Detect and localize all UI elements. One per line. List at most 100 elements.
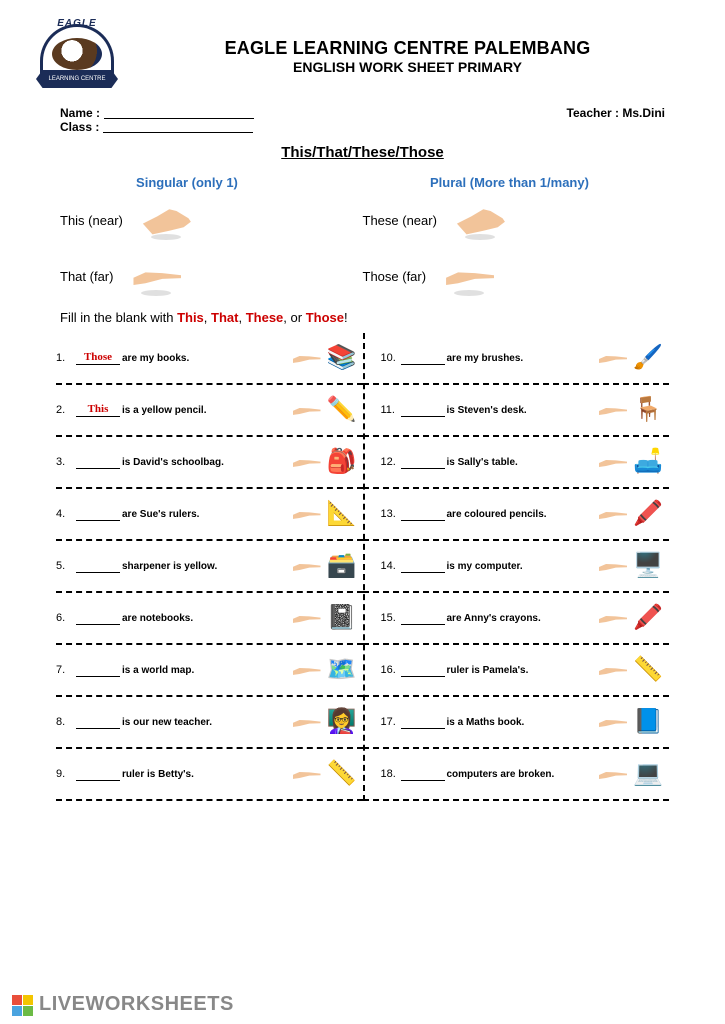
item-number: 10. — [381, 352, 399, 364]
item-number: 14. — [381, 560, 399, 572]
school-logo: EAGLE LEARNING CENTRE — [40, 20, 114, 94]
answer-blank[interactable] — [76, 560, 120, 573]
item-number: 15. — [381, 612, 399, 624]
item-text: computers are broken. — [447, 769, 596, 780]
exercise-grid: 1.Those are my books. 📚 2.This is a yellow… — [40, 333, 685, 801]
item-text: ruler is Betty's. — [122, 769, 289, 780]
exercise-item: 7. is a world map.🗺️ — [56, 645, 363, 697]
item-number: 17. — [381, 716, 399, 728]
kw-that: That — [211, 310, 238, 325]
item-text: is Sally's table. — [447, 457, 596, 468]
hand-point-icon — [133, 258, 181, 294]
item-text: are coloured pencils. — [447, 509, 596, 520]
item-number: 2. — [56, 404, 74, 416]
exercise-item: 2.This is a yellow pencil. ✏️ — [56, 385, 363, 437]
instruction-suffix: ! — [344, 310, 348, 325]
item-number: 4. — [56, 508, 74, 520]
hand-point-icon — [599, 556, 627, 576]
exercise-item: 5. sharpener is yellow.🗃️ — [56, 541, 363, 593]
answer-blank[interactable] — [76, 456, 120, 469]
hand-point-icon — [293, 452, 321, 472]
exercise-item: 17. is a Maths book. 📘 — [363, 697, 670, 749]
exercise-item: 8. is our new teacher.👩‍🏫 — [56, 697, 363, 749]
exercise-item: 10. are my brushes. 🖌️ — [363, 333, 670, 385]
hand-open-icon — [143, 202, 191, 238]
item-clipart-icon: 🛋️ — [631, 445, 665, 479]
item-text: is David's schoolbag. — [122, 457, 289, 468]
hand-point-icon — [599, 504, 627, 524]
answer-blank[interactable] — [401, 508, 445, 521]
item-clipart-icon: 📘 — [631, 705, 665, 739]
item-number: 1. — [56, 352, 74, 364]
answer-blank[interactable] — [76, 716, 120, 729]
item-clipart-icon: 📚 — [325, 341, 359, 375]
answer-blank[interactable] — [76, 612, 120, 625]
exercise-item: 6. are notebooks.📓 — [56, 593, 363, 645]
watermark-text: LIVEWORKSHEETS — [39, 993, 234, 1016]
item-text: is Steven's desk. — [447, 405, 596, 416]
answer-blank[interactable] — [76, 768, 120, 781]
answer-blank[interactable] — [401, 404, 445, 417]
answer-blank[interactable] — [401, 352, 445, 365]
hand-point-icon — [293, 712, 321, 732]
teacher-label: Teacher : Ms.Dini — [567, 106, 665, 134]
hand-open-icon — [457, 202, 505, 238]
topic-title: This/That/These/Those — [40, 144, 685, 161]
answer-blank[interactable] — [401, 716, 445, 729]
item-number: 12. — [381, 456, 399, 468]
item-clipart-icon: 📏 — [325, 757, 359, 791]
answer-blank[interactable] — [401, 768, 445, 781]
demo-these: These (near) — [363, 202, 666, 238]
class-input-line[interactable] — [103, 121, 253, 133]
answer-blank[interactable]: This — [76, 404, 120, 417]
logo-banner: LEARNING CENTRE — [36, 70, 118, 88]
exercise-item: 11. is Steven's desk.🪑 — [363, 385, 670, 437]
meta-left: Name : Class : — [60, 106, 254, 134]
item-number: 18. — [381, 768, 399, 780]
demo-label: This (near) — [60, 213, 123, 228]
item-number: 5. — [56, 560, 74, 572]
hand-point-icon — [599, 764, 627, 784]
hand-point-icon — [599, 660, 627, 680]
item-text: are my brushes. — [447, 353, 596, 364]
worksheet-page: EAGLE LEARNING CENTRE EAGLE LEARNING CEN… — [0, 0, 725, 811]
item-text: are my books. — [122, 353, 289, 364]
item-clipart-icon: 💻 — [631, 757, 665, 791]
sheet-title: ENGLISH WORK SHEET PRIMARY — [130, 59, 685, 75]
titles: EAGLE LEARNING CENTRE PALEMBANG ENGLISH … — [130, 20, 685, 75]
demo-label: That (far) — [60, 269, 113, 284]
hand-point-icon — [293, 348, 321, 368]
item-text: are Sue's rulers. — [122, 509, 289, 520]
watermark-squares-icon — [12, 995, 33, 1016]
kw-these: These — [246, 310, 284, 325]
plural-header: Plural (More than 1/many) — [430, 175, 589, 190]
exercise-item: 3. is David's schoolbag.🎒 — [56, 437, 363, 489]
item-number: 8. — [56, 716, 74, 728]
hand-point-icon — [599, 608, 627, 628]
item-clipart-icon: 📐 — [325, 497, 359, 531]
singular-header: Singular (only 1) — [136, 175, 238, 190]
answer-blank[interactable] — [401, 560, 445, 573]
item-clipart-icon: ✏️ — [325, 393, 359, 427]
column-divider — [363, 333, 365, 801]
item-text: is a Maths book. — [447, 717, 596, 728]
item-text: is a yellow pencil. — [122, 405, 289, 416]
answer-blank[interactable] — [401, 612, 445, 625]
item-text: ruler is Pamela's. — [447, 665, 596, 676]
item-text: is my computer. — [447, 561, 596, 572]
answer-blank[interactable]: Those — [76, 352, 120, 365]
name-input-line[interactable] — [104, 107, 254, 119]
item-clipart-icon: 📓 — [325, 601, 359, 635]
watermark: LIVEWORKSHEETS — [12, 993, 234, 1016]
answer-blank[interactable] — [401, 456, 445, 469]
item-clipart-icon: 🖍️ — [631, 497, 665, 531]
school-name: EAGLE LEARNING CENTRE PALEMBANG — [130, 38, 685, 59]
answer-blank[interactable] — [401, 664, 445, 677]
item-clipart-icon: 🖌️ — [631, 341, 665, 375]
item-number: 3. — [56, 456, 74, 468]
answer-blank[interactable] — [76, 664, 120, 677]
demo-that: That (far) — [60, 258, 363, 294]
hand-point-icon — [446, 258, 494, 294]
item-text: is our new teacher. — [122, 717, 289, 728]
answer-blank[interactable] — [76, 508, 120, 521]
